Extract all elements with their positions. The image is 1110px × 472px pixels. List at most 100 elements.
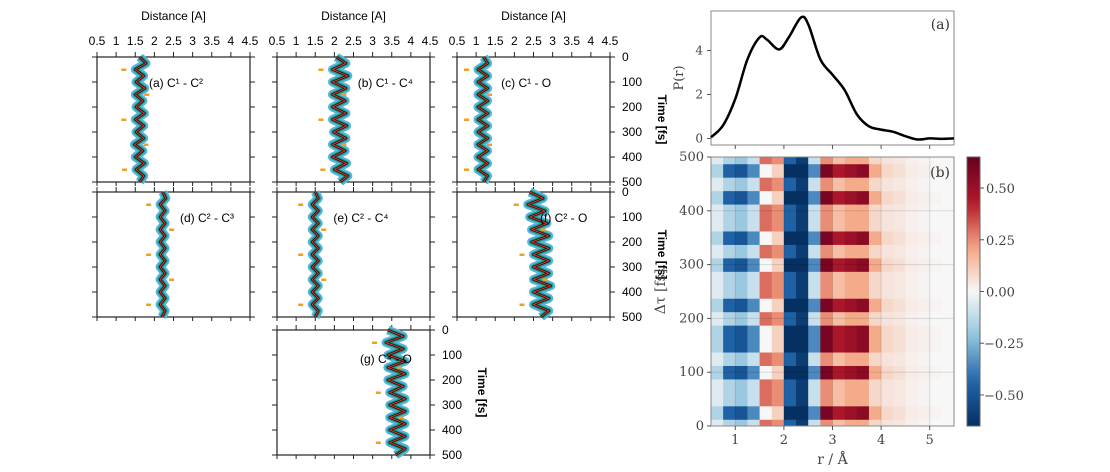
heatmap-cell	[905, 338, 919, 353]
heatmap-cell	[929, 157, 943, 165]
heatmap-cell	[881, 257, 894, 272]
heatmap-cell	[747, 244, 761, 259]
heatmap-cell	[844, 230, 858, 245]
heatmap-cell	[929, 163, 943, 178]
heatmap-cell	[893, 311, 906, 326]
y-tick-label: 100	[679, 365, 704, 380]
heatmap-cell	[820, 419, 833, 427]
heatmap-cell	[771, 157, 785, 165]
heatmap-cell	[808, 177, 821, 192]
trajectory-mean	[134, 56, 147, 183]
heatmap-cell	[929, 204, 943, 219]
y-tick-label: 200	[442, 373, 462, 387]
heatmap-cell	[941, 419, 955, 427]
heatmap-cells	[711, 157, 955, 427]
heatmap-cell	[881, 392, 894, 407]
heatmap-cell	[893, 338, 906, 353]
heatmap-cell	[796, 257, 809, 272]
heatmap-cell	[832, 190, 846, 205]
heatmap-cell	[723, 352, 736, 366]
heatmap-cell	[929, 284, 943, 299]
heatmap-cell	[783, 157, 797, 165]
heatmap-cell	[796, 392, 809, 407]
heatmap-cell	[820, 217, 833, 232]
outlier-mark	[341, 93, 347, 96]
y-tick-label: 200	[679, 311, 704, 326]
heatmap-cell	[820, 284, 833, 299]
heatmap-cell	[820, 204, 833, 219]
heatmap-cell	[783, 163, 797, 178]
heatmap-cell	[917, 230, 931, 245]
x-tick-label: 3.5	[563, 34, 580, 48]
heatmap-cell	[844, 157, 858, 165]
outlier-mark	[375, 441, 381, 444]
y-tick-label: 0	[622, 50, 629, 64]
heatmap-cell	[893, 177, 906, 192]
heatmap-cell	[868, 352, 882, 366]
heatmap-cell	[723, 338, 736, 353]
heatmap-cell	[929, 325, 943, 340]
heatmap-cell	[735, 352, 748, 366]
x-tick-label: 1	[293, 34, 300, 48]
heatmap-cell	[723, 365, 736, 380]
heatmap-cell	[893, 157, 906, 165]
heatmap-cell	[905, 217, 919, 232]
heatmap-cell	[820, 311, 833, 326]
heatmap-cell	[905, 230, 919, 245]
heatmap-cell	[844, 163, 858, 178]
colorbar	[966, 156, 981, 427]
heatmap-cell	[747, 217, 761, 232]
heatmap-cell	[808, 392, 821, 407]
heatmap-cell	[856, 190, 870, 205]
heatmap-cell	[759, 338, 773, 353]
heatmap-cell	[808, 419, 821, 427]
heatmap-cell	[832, 217, 846, 232]
x-tick-label: 1	[113, 34, 120, 48]
heatmap-cell	[844, 257, 858, 272]
heatmap-cell	[808, 365, 821, 380]
heatmap-cell	[711, 177, 724, 192]
heatmap-cell	[711, 204, 724, 219]
heatmap-cell	[856, 338, 870, 353]
heatmap-cell	[905, 157, 919, 165]
heatmap-cell	[868, 190, 882, 205]
heatmap-cell	[735, 163, 748, 178]
y-tick-label: 500	[622, 310, 642, 324]
heatmap-cell	[929, 244, 943, 259]
heatmap-cell	[881, 378, 894, 393]
x-tick-label: 4	[877, 433, 885, 448]
heatmap-cell	[759, 284, 773, 299]
outlier-mark	[169, 228, 175, 231]
outlier-mark	[542, 278, 548, 281]
heatmap-cell	[820, 157, 833, 165]
y-tick-label: 300	[442, 398, 462, 412]
heatmap-cell	[844, 311, 858, 326]
x-tick-label: 2.5	[165, 34, 182, 48]
heatmap-cell	[796, 204, 809, 219]
trajectory-panel: (g) C⁴ - O	[272, 325, 435, 459]
trajectory-mean	[527, 191, 552, 318]
outlier-mark	[321, 278, 327, 281]
heatmap-cell	[832, 163, 846, 178]
heatmap-cell	[929, 298, 943, 313]
heatmap-cell	[735, 392, 748, 407]
heatmap-cell	[820, 298, 833, 313]
heatmap-cell	[723, 419, 736, 427]
outlier-mark	[375, 391, 381, 394]
heatmap-cell	[711, 352, 724, 366]
heatmap-cell	[905, 378, 919, 393]
y-tick-label: 2	[695, 87, 703, 101]
heatmap-cell	[893, 298, 906, 313]
heatmap-cell	[735, 204, 748, 219]
y-tick-label: 100	[622, 210, 642, 224]
heatmap-cell	[771, 163, 785, 178]
outlier-mark	[513, 203, 519, 206]
heatmap-cell	[771, 244, 785, 259]
heatmap-cell	[796, 177, 809, 192]
heatmap-cell	[747, 257, 761, 272]
heatmap-cell	[723, 284, 736, 299]
heatmap-cell	[771, 217, 785, 232]
heatmap-cell	[723, 217, 736, 232]
heatmap-cell	[723, 190, 736, 205]
heatmap-cell	[723, 405, 736, 420]
